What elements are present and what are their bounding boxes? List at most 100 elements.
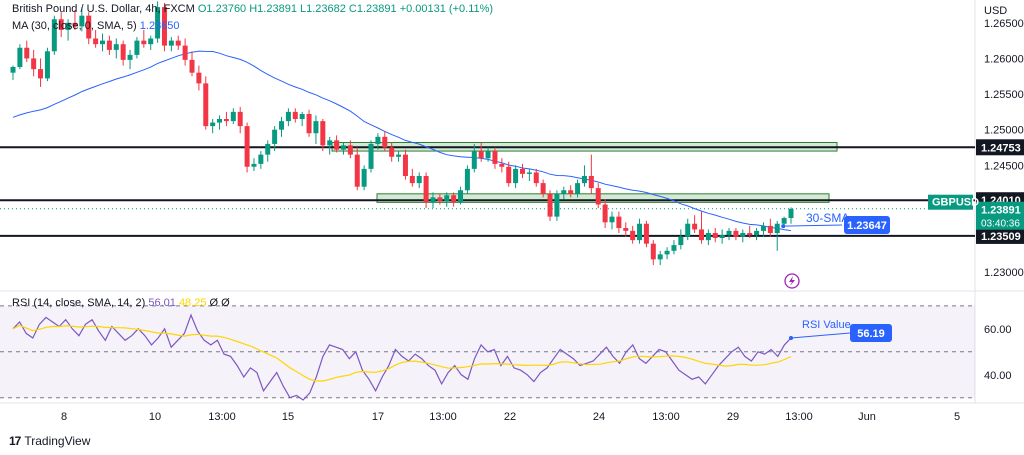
candle-down <box>24 47 30 59</box>
candle-down <box>451 195 457 203</box>
candle-up <box>396 154 402 157</box>
time-tick-label: 13:00 <box>652 411 680 423</box>
candle-down <box>161 7 167 46</box>
candle-up <box>609 216 615 223</box>
time-tick-label: 29 <box>727 411 739 423</box>
candle-up <box>368 143 374 169</box>
time-tick-label: 13:00 <box>429 411 457 423</box>
candle-up <box>113 44 119 50</box>
candle-up <box>581 176 587 184</box>
candle-down <box>382 136 388 148</box>
time-tick-label: 22 <box>504 411 516 423</box>
candle-down <box>182 45 188 60</box>
candle-down <box>31 58 37 70</box>
candle-up <box>678 236 684 246</box>
candle-down <box>506 166 512 184</box>
time-tick-label: 17 <box>372 411 384 423</box>
candle-down <box>292 111 298 119</box>
tradingview-brand[interactable]: 17 TradingView <box>9 434 90 448</box>
current-price-label: 1.23891 <box>981 205 1021 217</box>
rsi-line <box>12 313 792 401</box>
candle-down <box>423 176 429 203</box>
symbol-title: British Pound / U.S. Dollar, 4h, FXCM <box>12 3 195 15</box>
candle-down <box>38 69 44 79</box>
price-tick-label: 1.24500 <box>984 160 1024 172</box>
candle-up <box>51 19 57 52</box>
candle-down <box>767 225 773 233</box>
candle-down <box>602 204 608 223</box>
rsi-callout-dot <box>789 336 793 341</box>
ma-label: MA (30, close, 0, SMA, 5) <box>12 20 137 32</box>
time-tick-label: 8 <box>61 411 67 423</box>
candle-up <box>760 225 766 231</box>
candle-down <box>320 121 326 146</box>
candle-down <box>141 40 147 45</box>
candle-up <box>471 151 477 169</box>
candle-up <box>554 193 560 217</box>
rsi-label: RSI (14, close, SMA, 14, 2) <box>12 297 146 309</box>
rsi-tick-label: 60.00 <box>984 324 1012 336</box>
candle-up <box>754 230 760 236</box>
time-tick-label: 13:00 <box>208 411 236 423</box>
candle-down <box>568 190 574 194</box>
candle-down <box>306 114 312 134</box>
current-price-tag <box>976 201 1024 230</box>
candle-down <box>630 230 636 241</box>
time-tick-label: 5 <box>954 411 960 423</box>
candle-down <box>547 193 553 217</box>
candle-up <box>285 111 291 122</box>
rsi-value-box <box>850 324 892 342</box>
rsi-annotation-text: RSI Value <box>802 319 851 331</box>
symbol-tag <box>928 194 973 210</box>
candle-up <box>671 245 677 251</box>
ma-30-line <box>12 50 792 232</box>
candle-down <box>93 38 99 45</box>
candle-up <box>375 136 381 144</box>
rsi-value: 56.01 <box>148 297 176 309</box>
countdown-label: 03:40:36 <box>981 219 1020 230</box>
rsi-sma-value: 48.25 <box>178 297 207 309</box>
candle-down <box>389 147 395 157</box>
candle-down <box>499 163 505 167</box>
candle-up <box>65 22 71 30</box>
candle-up <box>313 121 319 134</box>
candle-up <box>134 40 140 55</box>
candle-up <box>299 114 305 119</box>
candle-down <box>237 111 243 127</box>
candle-up <box>251 163 257 167</box>
ohlc-values: O1.23760 H1.23891 L1.23682 C1.23891 +0.0… <box>197 3 494 15</box>
tradingview-logo: 17 <box>9 434 21 448</box>
candle-down <box>106 40 112 50</box>
currency-label: USD <box>984 5 1007 17</box>
support-resistance-zone <box>376 193 830 203</box>
candle-down <box>643 223 649 244</box>
candle-up <box>513 168 519 184</box>
candle-up <box>637 223 643 241</box>
candle-up <box>265 143 271 155</box>
rsi-legend: RSI (14, close, SMA, 14, 2) 56.01 48.25 … <box>12 297 230 309</box>
brand-name: TradingView <box>24 434 91 448</box>
candle-up <box>561 190 567 194</box>
lightning-glyph <box>789 276 795 286</box>
ma-callout-line <box>783 224 843 227</box>
candle-down <box>698 229 704 241</box>
candle-down <box>650 243 656 260</box>
candle-up <box>416 176 422 184</box>
candle-up <box>361 168 367 187</box>
level-price-label: 1.23509 <box>981 231 1021 243</box>
candle-down <box>86 15 92 39</box>
candle-down <box>58 19 64 30</box>
candle-up <box>740 233 746 237</box>
candle-up <box>664 250 670 255</box>
candle-up <box>279 121 285 130</box>
candle-up <box>464 168 470 191</box>
candle-up <box>705 233 711 241</box>
price-tick-label: 1.25500 <box>984 89 1024 101</box>
candle-down <box>223 119 229 122</box>
candle-up <box>340 145 346 150</box>
candle-up <box>774 223 780 233</box>
candle-up <box>327 140 333 146</box>
candle-down <box>189 59 195 73</box>
candle-down <box>354 154 360 187</box>
